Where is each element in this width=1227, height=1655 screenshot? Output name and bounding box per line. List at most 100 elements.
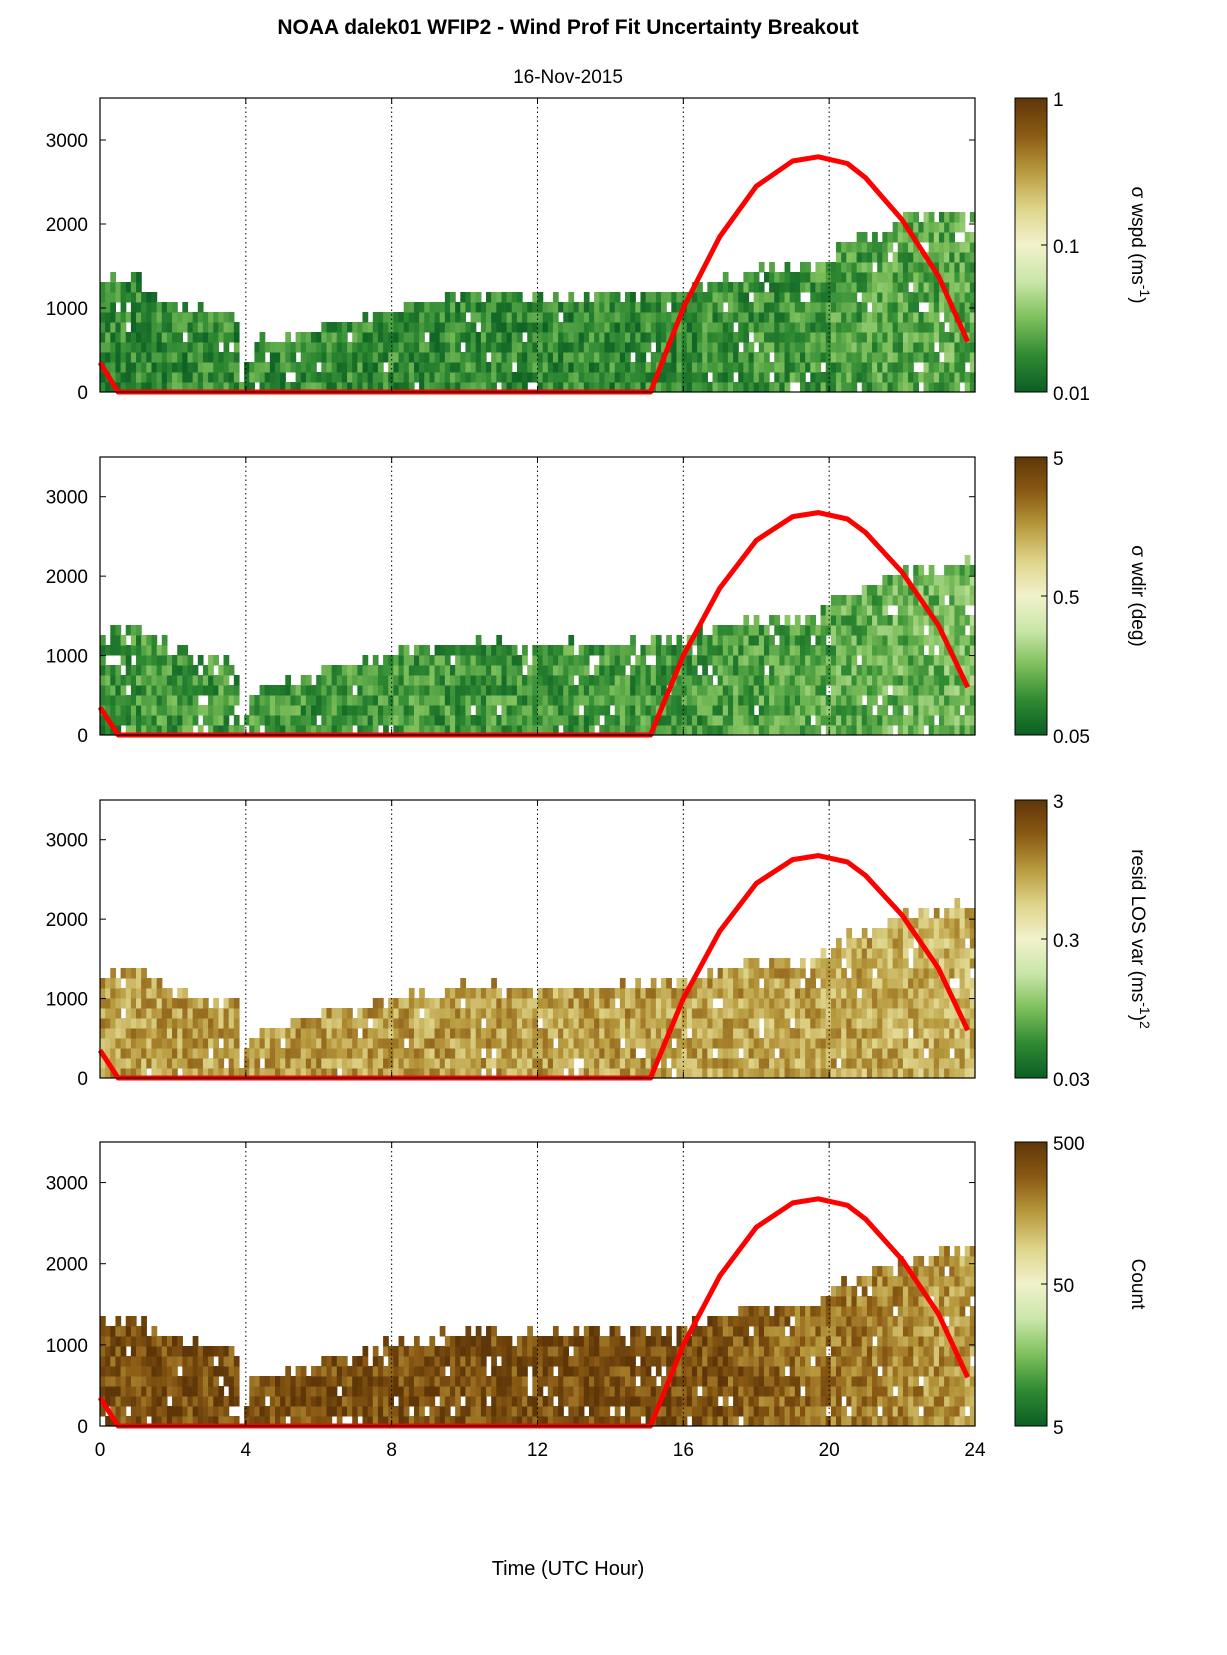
heatmap-cell [928, 605, 935, 616]
heatmap-cell [475, 655, 482, 666]
heatmap-cell [877, 645, 883, 656]
heatmap-cell [635, 342, 642, 353]
heatmap-cell [326, 1038, 333, 1049]
heatmap-cell [779, 362, 786, 373]
heatmap-cell [877, 242, 883, 253]
heatmap-cell [661, 1028, 667, 1039]
heatmap-cell [609, 685, 616, 696]
heatmap-cell [388, 1018, 394, 1029]
heatmap-cell [691, 988, 698, 999]
heatmap-cell [743, 615, 750, 626]
heatmap-cell [568, 302, 575, 313]
heatmap-cell [897, 292, 904, 303]
heatmap-cell [861, 1018, 868, 1029]
heatmap-cell [141, 312, 147, 323]
heatmap-cell [419, 1058, 425, 1069]
heatmap-cell [944, 918, 950, 929]
heatmap-cell [527, 362, 533, 373]
heatmap-cell [527, 998, 533, 1009]
heatmap-cell [393, 665, 400, 676]
heatmap-cell [836, 625, 842, 636]
heatmap-cell [882, 998, 889, 1009]
heatmap-cell [177, 382, 183, 393]
heatmap-cell [316, 382, 322, 393]
heatmap-cell [949, 968, 956, 979]
heatmap-cell [465, 382, 472, 393]
heatmap-cell [763, 655, 770, 666]
heatmap-cell [563, 362, 569, 373]
heatmap-cell [645, 302, 652, 313]
heatmap-cell [429, 1048, 436, 1059]
heatmap-cell [784, 372, 791, 383]
heatmap-cell [300, 1028, 307, 1039]
heatmap-cell [650, 695, 657, 706]
heatmap-cell [954, 212, 961, 223]
heatmap-cell [691, 382, 698, 393]
heatmap-cell [604, 382, 611, 393]
heatmap-cell [558, 988, 564, 999]
heatmap-cell [269, 362, 276, 373]
heatmap-cell [377, 362, 384, 373]
heatmap-cell [336, 342, 343, 353]
heatmap-cell [846, 605, 853, 616]
heatmap-cell [486, 725, 492, 736]
heatmap-cell [455, 715, 461, 726]
heatmap-cell [702, 382, 708, 393]
heatmap-cell [733, 312, 739, 323]
heatmap-cell [851, 1058, 858, 1069]
heatmap-cell [516, 362, 523, 373]
heatmap-cell [748, 625, 755, 636]
heatmap-cell [743, 362, 750, 373]
heatmap-cell [897, 332, 904, 343]
heatmap-cell [697, 705, 703, 716]
heatmap-cell [419, 342, 425, 353]
heatmap-cell [208, 362, 214, 373]
heatmap-cell [130, 1008, 137, 1019]
heatmap-cell [851, 938, 858, 949]
heatmap-cell [846, 715, 853, 726]
heatmap-cell [249, 725, 256, 736]
heatmap-cell [918, 372, 925, 383]
heatmap-cell [254, 695, 261, 706]
heatmap-cell [882, 242, 889, 253]
heatmap-cell [233, 675, 240, 686]
heatmap-cell [938, 998, 945, 1009]
heatmap-cell [367, 675, 374, 686]
heatmap-cell [115, 342, 122, 353]
heatmap-cell [877, 262, 883, 273]
heatmap-cell [810, 1058, 817, 1069]
heatmap-cell [568, 705, 575, 716]
heatmap-cell [367, 382, 374, 393]
heatmap-cell [882, 332, 889, 343]
heatmap-cell [825, 998, 832, 1009]
heatmap-cell [537, 292, 544, 303]
heatmap-cell [120, 292, 127, 303]
heatmap-cell [208, 725, 214, 736]
heatmap-cell [542, 645, 549, 656]
heatmap-cell [733, 1008, 739, 1019]
heatmap-cell [475, 988, 482, 999]
heatmap-cell [192, 1058, 199, 1069]
heatmap-cell [275, 685, 281, 696]
heatmap-cell [671, 998, 678, 1009]
heatmap-cell [465, 342, 472, 353]
heatmap-cell [300, 352, 307, 363]
heatmap-cell [583, 1048, 590, 1059]
heatmap-cell [578, 1068, 585, 1079]
heatmap-cell [897, 352, 904, 363]
heatmap-cell [944, 222, 950, 233]
heatmap-cell [944, 282, 950, 293]
heatmap-cell [851, 372, 858, 383]
heatmap-cell [177, 715, 183, 726]
heatmap-cell [393, 322, 400, 333]
heatmap-cell [115, 998, 122, 1009]
heatmap-cell [964, 342, 971, 353]
heatmap-cell [377, 1058, 384, 1069]
heatmap-cell [146, 675, 153, 686]
heatmap-cell [815, 725, 822, 736]
heatmap-cell [599, 1048, 606, 1059]
heatmap-cell [882, 282, 889, 293]
heatmap-cell [336, 1048, 343, 1059]
heatmap-cell [897, 958, 904, 969]
heatmap-cell [213, 312, 219, 323]
